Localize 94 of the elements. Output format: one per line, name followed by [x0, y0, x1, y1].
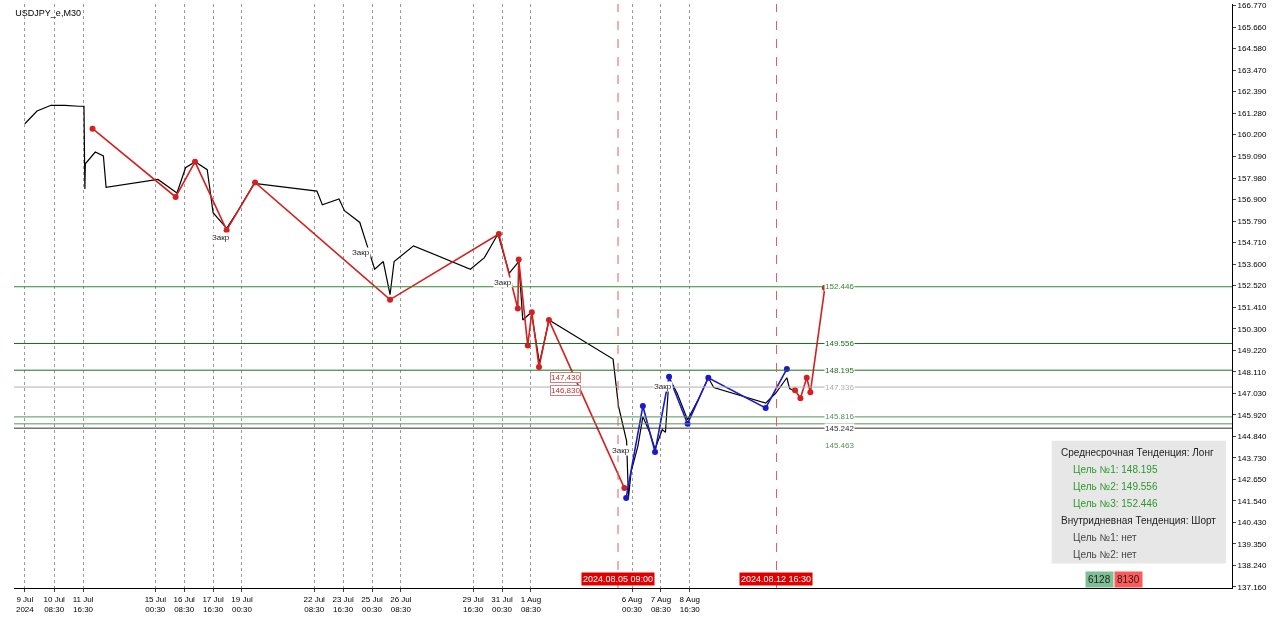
x-tick-label: 1 Aug 08:30 — [520, 594, 542, 614]
ref-line-label: 145.242 — [825, 424, 855, 433]
ref-line-label: 147.336 — [825, 383, 855, 392]
y-tick-label: 159.090 — [1237, 152, 1268, 162]
y-tick-label: 151.410 — [1237, 302, 1268, 312]
annotation: Закр — [212, 233, 230, 242]
x-tick-label: 17 Jul 16:30 — [202, 594, 224, 614]
y-tick-label: 152.520 — [1237, 281, 1268, 291]
y-tick-label: 162.390 — [1237, 87, 1268, 97]
annotation: Цель №2: нет — [1073, 549, 1138, 560]
point — [705, 374, 712, 381]
y-tick-label: 157.980 — [1237, 173, 1268, 183]
y-tick-label: 153.600 — [1237, 259, 1268, 269]
annotation: Цель №1: 148.195 — [1073, 464, 1158, 475]
point — [803, 374, 810, 381]
annotation: Цель №1: нет — [1073, 532, 1138, 543]
point — [89, 125, 96, 132]
y-tick-label: 155.790 — [1237, 216, 1268, 226]
point — [223, 227, 230, 234]
y-tick-label: 147.030 — [1237, 388, 1268, 398]
annotation: 147,430 — [551, 373, 581, 382]
annotation: Закр — [352, 248, 370, 257]
point — [528, 309, 535, 316]
point — [639, 403, 646, 410]
y-tick-label: 138.240 — [1237, 561, 1268, 571]
x-tick-label: 9 Jul 2024 — [15, 594, 35, 614]
x-tick-label: 31 Jul 00:30 — [491, 594, 513, 614]
point — [514, 305, 521, 312]
point — [545, 317, 552, 324]
x-tick-label: 25 Jul 00:30 — [361, 594, 383, 614]
annotation: Внутридневная Тенденция: Шорт — [1061, 515, 1217, 526]
y-tick-label: 166.770 — [1237, 1, 1268, 11]
y-tick-label: 140.430 — [1237, 518, 1268, 528]
y-tick-label: 160.200 — [1237, 130, 1268, 140]
y-tick-label: 145.920 — [1237, 410, 1268, 420]
y-tick-label: 141.540 — [1237, 496, 1268, 506]
point — [515, 256, 522, 263]
annotation: Закр — [494, 278, 512, 287]
point — [652, 448, 659, 455]
point — [623, 494, 630, 501]
ref-line-label: 145.816 — [825, 412, 855, 421]
x-tick-label: 19 Jul 00:30 — [231, 594, 253, 614]
ref-line-label: 145.463 — [825, 441, 855, 450]
x-tick-label: 15 Jul 00:30 — [144, 594, 167, 614]
y-tick-label: 148.110 — [1237, 367, 1267, 377]
annotation: Цель №3: 152.446 — [1073, 498, 1158, 509]
annotation: 6128 — [1088, 574, 1111, 585]
y-tick-label: 163.470 — [1237, 66, 1268, 76]
ref-line-label: 2024.08.12 16:30 — [741, 574, 812, 584]
annotation: Среднесрочная Тенденция: Лонг — [1061, 447, 1214, 458]
y-tick-label: 150.300 — [1237, 324, 1268, 334]
y-tick-label: 137.160 — [1237, 582, 1268, 592]
annotation: 146,830 — [551, 386, 581, 395]
point — [192, 158, 199, 165]
point — [172, 193, 179, 200]
y-tick-label: 154.710 — [1237, 238, 1268, 248]
y-tick-label: 144.840 — [1237, 431, 1268, 441]
x-tick-label: 7 Aug 08:30 — [650, 594, 672, 614]
x-tick-label: 16 Jul 08:30 — [173, 594, 196, 614]
y-tick-label: 165.660 — [1237, 23, 1268, 33]
x-tick-label: 22 Jul 08:30 — [303, 594, 326, 614]
y-tick-label: 156.900 — [1237, 195, 1268, 205]
point — [495, 231, 502, 238]
x-tick-label: 29 Jul 16:30 — [462, 594, 485, 614]
x-tick-label: 10 Jul 08:30 — [43, 594, 66, 614]
y-tick-label: 164.580 — [1237, 44, 1268, 54]
y-tick-label: 142.650 — [1237, 474, 1268, 484]
point — [252, 179, 259, 186]
y-tick-label: 161.280 — [1237, 109, 1268, 119]
point — [807, 389, 814, 396]
annotation: Закр — [654, 382, 672, 391]
point — [621, 485, 628, 492]
y-tick-label: 143.730 — [1237, 453, 1268, 463]
ref-line-label: 152.446 — [825, 282, 855, 291]
annotation: 8130 — [1117, 574, 1140, 585]
point — [536, 363, 543, 370]
x-tick-label: 6 Aug 00:30 — [621, 594, 643, 614]
ref-line-label: 148.195 — [825, 366, 855, 375]
y-tick-label: 149.220 — [1237, 345, 1268, 355]
x-tick-label: 8 Aug 16:30 — [679, 594, 701, 614]
point — [797, 395, 804, 402]
ref-line-label: 149.556 — [825, 339, 855, 348]
chart-title: USDJPY_e,M30 — [15, 7, 81, 18]
annotation: Цель №2: 149.556 — [1073, 481, 1158, 492]
point — [666, 373, 673, 380]
x-tick-label: 26 Jul 08:30 — [390, 594, 412, 614]
x-tick-label: 23 Jul 16:30 — [332, 594, 354, 614]
point — [387, 296, 394, 303]
annotation: Закр — [612, 446, 630, 455]
ref-line-label: 2024.08.05 09:00 — [583, 574, 654, 584]
y-tick-label: 139.350 — [1237, 539, 1268, 549]
point — [792, 387, 798, 394]
x-tick-label: 11 Jul 16:30 — [72, 594, 94, 614]
point — [762, 404, 769, 411]
